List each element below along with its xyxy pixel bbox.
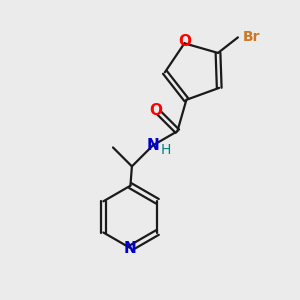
Text: N: N: [147, 138, 159, 153]
Text: N: N: [124, 241, 137, 256]
Text: O: O: [149, 103, 162, 118]
Text: H: H: [161, 143, 172, 157]
Text: Br: Br: [242, 30, 260, 44]
Text: O: O: [178, 34, 191, 49]
